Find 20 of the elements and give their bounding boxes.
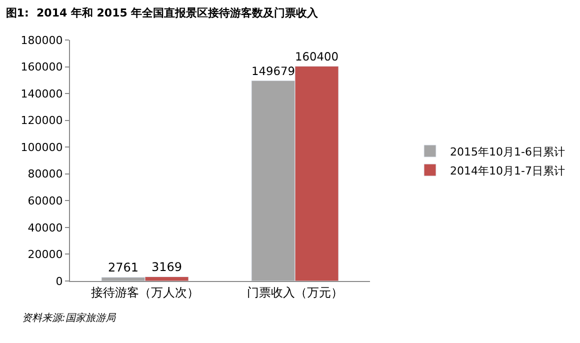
data-label: 149679 [252, 64, 295, 78]
y-tick-label: 120000 [20, 114, 63, 128]
data-label: 160400 [295, 49, 338, 64]
y-tick-label: 20000 [28, 248, 63, 262]
legend-label: 2014年10月1-7日累计 [450, 164, 565, 178]
y-tick-label: 60000 [28, 194, 63, 208]
data-label: 3169 [151, 260, 182, 274]
x-tick-label: 门票收入（万元） [247, 285, 343, 300]
y-tick-label: 180000 [20, 34, 63, 47]
y-tick-label: 100000 [20, 140, 63, 154]
y-tick-label: 0 [56, 274, 63, 288]
y-tick-label: 80000 [28, 168, 63, 181]
legend-label: 2015年10月1-6日累计 [450, 145, 565, 158]
y-tick-label: 160000 [20, 60, 63, 74]
y-tick-label: 40000 [28, 221, 63, 234]
chart-title: 图1: 2014 年和 2015 年全国直报景区接待游客数及门票收入 [6, 6, 320, 20]
text: 资料来源:国家旅游局 [22, 312, 116, 324]
data-label: 2761 [108, 260, 139, 274]
x-tick-label: 接待游客（万人次） [91, 285, 199, 300]
y-tick-label: 140000 [20, 87, 63, 100]
